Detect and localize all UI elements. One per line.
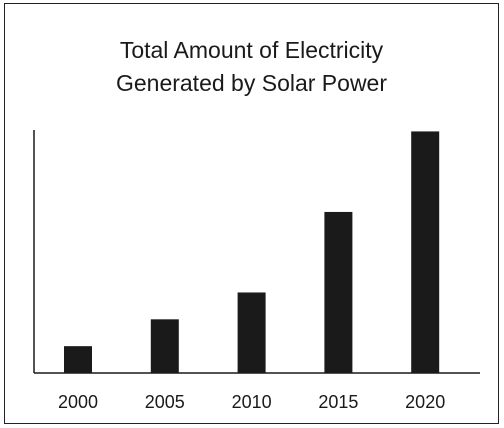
x-tick-label-2005: 2005 — [145, 392, 185, 412]
chart-title-line-2: Generated by Solar Power — [115, 70, 388, 96]
bar-2015 — [324, 211, 353, 373]
bars-group — [64, 131, 440, 373]
bar-2005 — [150, 319, 179, 373]
x-tick-labels: 2000 2005 2010 2015 2020 — [58, 392, 445, 412]
bar-2010 — [237, 292, 266, 373]
x-tick-label-2020: 2020 — [405, 392, 445, 412]
bar-2000 — [64, 346, 92, 373]
bar-2020 — [411, 131, 440, 373]
x-tick-label-2010: 2010 — [232, 392, 272, 412]
chart-title: Total Amount of Electricity Generated by… — [4, 34, 499, 100]
x-tick-label-2000: 2000 — [58, 392, 98, 412]
chart-title-line-1: Total Amount of Electricity — [119, 37, 384, 63]
x-tick-label-2015: 2015 — [318, 392, 358, 412]
